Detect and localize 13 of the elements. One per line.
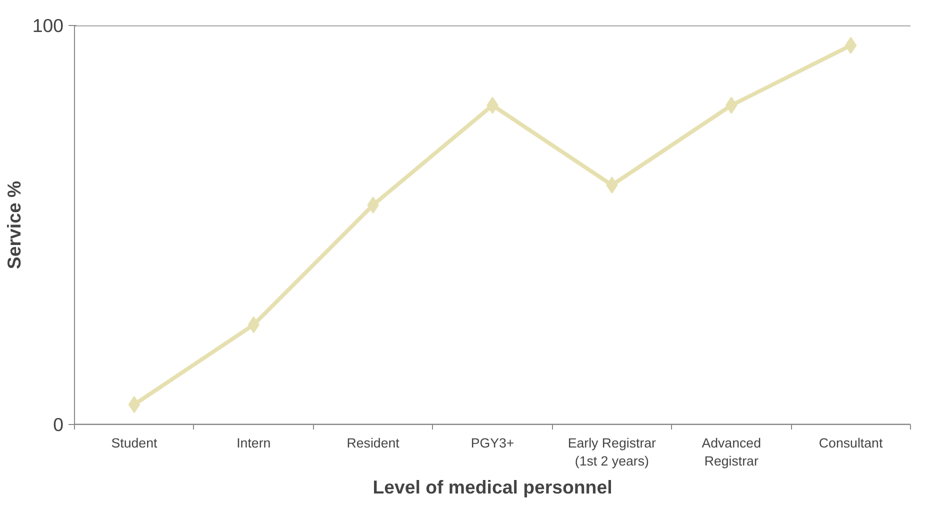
y-axis-title: Service % bbox=[3, 180, 24, 270]
x-tick-label: PGY3+ bbox=[470, 436, 514, 450]
x-tick-label: Consultant bbox=[818, 436, 883, 450]
y-tick-label: 0 bbox=[53, 414, 64, 435]
point bbox=[844, 36, 857, 54]
x-tick-label: Early Registrar (1st 2 years) bbox=[568, 436, 657, 468]
x-axis-title: Level of medical personnel bbox=[372, 476, 612, 498]
point bbox=[128, 396, 140, 414]
x-tick-label: Advanced Registrar bbox=[702, 436, 761, 468]
x-tick-label: Resident bbox=[346, 436, 400, 450]
y-tick-label: 100 bbox=[32, 15, 64, 36]
x-tick-label: Intern bbox=[236, 436, 271, 450]
x-tick-label: Student bbox=[111, 436, 158, 450]
